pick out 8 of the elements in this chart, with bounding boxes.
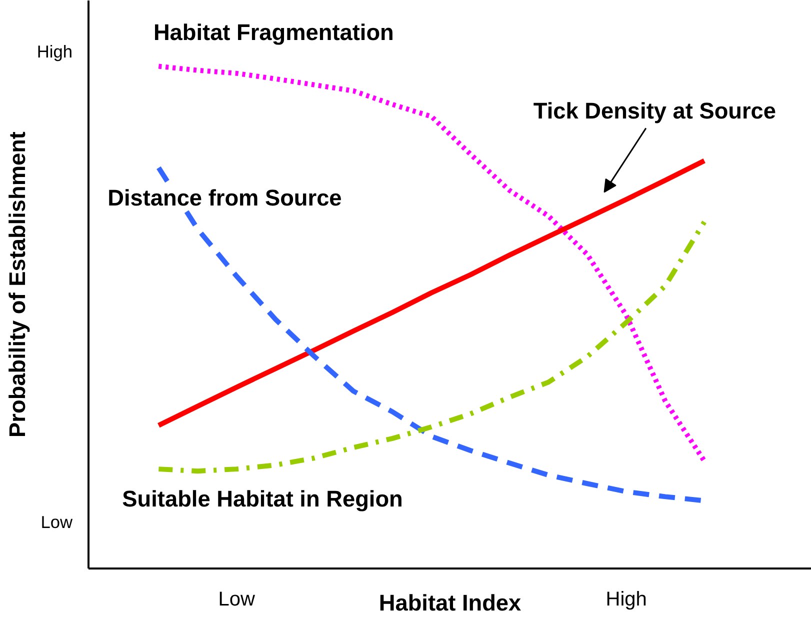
series-label: Suitable Habitat in Region: [122, 486, 403, 512]
y-axis-title: Probability of Establishment: [4, 131, 30, 438]
series-label: Distance from Source: [108, 184, 342, 210]
text: Low: [40, 512, 73, 532]
series-label: Habitat Fragmentation: [153, 18, 394, 45]
text: Tick Density at Source: [533, 97, 776, 124]
x-axis-title: Habitat Index: [378, 590, 522, 616]
text: High: [36, 42, 73, 62]
